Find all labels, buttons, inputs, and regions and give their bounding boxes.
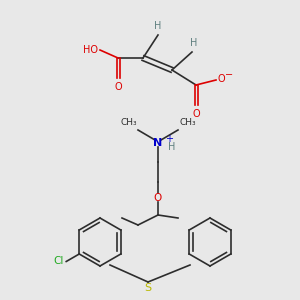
Text: −: − (225, 70, 233, 80)
Text: S: S (144, 283, 152, 293)
Text: H: H (154, 21, 162, 31)
Text: Cl: Cl (54, 256, 64, 266)
Text: O: O (154, 193, 162, 203)
Text: CH₃: CH₃ (179, 118, 196, 127)
Text: CH₃: CH₃ (120, 118, 137, 127)
Text: H: H (190, 38, 198, 48)
Text: H: H (168, 142, 176, 152)
Text: +: + (165, 134, 173, 144)
Text: HO: HO (83, 45, 98, 55)
Text: O: O (217, 74, 225, 84)
Text: O: O (192, 109, 200, 119)
Text: N: N (153, 138, 163, 148)
Text: O: O (114, 82, 122, 92)
